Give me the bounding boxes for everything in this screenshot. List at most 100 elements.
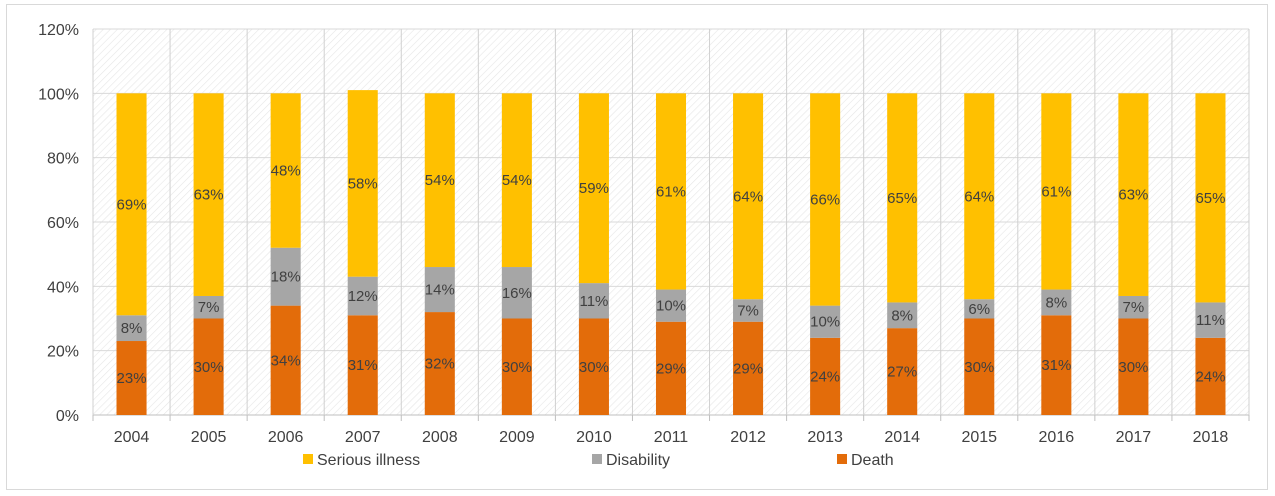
- data-label: 8%: [1045, 294, 1067, 311]
- y-tick-label: 80%: [47, 151, 79, 168]
- data-label: 29%: [656, 360, 686, 377]
- data-label: 24%: [810, 368, 840, 385]
- bar-death: [347, 315, 378, 415]
- legend-swatch: [592, 454, 602, 464]
- y-tick-label: 60%: [47, 215, 79, 232]
- data-label: 64%: [964, 188, 994, 205]
- x-tick-label: 2009: [499, 429, 535, 446]
- x-tick-label: 2012: [730, 429, 766, 446]
- bar-death: [270, 305, 301, 415]
- bar-death: [424, 312, 455, 415]
- data-label: 69%: [117, 196, 147, 213]
- bar-disability: [733, 299, 764, 322]
- bar-death: [964, 318, 995, 415]
- legend-label: Death: [851, 452, 894, 469]
- data-labels: 23% 8% 69% 30% 7% 63% 34% 18% 48% 31% 12% 58% 32% 14%…: [117, 163, 1226, 387]
- legend-swatch: [303, 454, 313, 464]
- data-label: 63%: [1118, 187, 1148, 204]
- data-label: 10%: [656, 298, 686, 315]
- bar-serious-illness: [347, 90, 378, 277]
- bar-death: [733, 321, 764, 415]
- bar-death: [810, 337, 841, 415]
- data-label: 61%: [1041, 183, 1071, 200]
- bar-serious-illness: [1195, 93, 1226, 303]
- bar-death: [1118, 318, 1149, 415]
- bar-death: [501, 318, 532, 415]
- stacked-bar-chart: 0% 20% 40% 60% 80% 100% 120% 23% 8% 69% 30% 7% 63% 3…: [38, 22, 1250, 469]
- data-label: 11%: [1196, 312, 1225, 329]
- bar-serious-illness: [116, 93, 147, 316]
- bar-death: [193, 318, 224, 415]
- data-label: 14%: [425, 282, 455, 299]
- data-label: 18%: [271, 269, 301, 286]
- bar-serious-illness: [887, 93, 918, 303]
- bar-serious-illness: [810, 93, 841, 306]
- bar-disability: [655, 289, 687, 322]
- data-label: 30%: [194, 359, 224, 376]
- bar-death: [887, 328, 918, 415]
- data-label: 11%: [579, 293, 608, 310]
- y-tick-label: 20%: [47, 344, 79, 361]
- bar-death: [116, 341, 147, 415]
- bar-death: [1041, 315, 1072, 415]
- bar-disability: [1195, 302, 1226, 338]
- data-label: 29%: [733, 360, 763, 377]
- bar-disability: [1041, 289, 1072, 316]
- data-label: 64%: [733, 188, 763, 205]
- y-tick-label: 40%: [47, 279, 79, 296]
- bar-serious-illness: [193, 93, 224, 296]
- data-label: 30%: [579, 359, 609, 376]
- y-tick-label: 0%: [56, 408, 79, 425]
- x-tick-label: 2014: [884, 429, 920, 446]
- data-label: 34%: [271, 352, 301, 369]
- x-tick-label: 2008: [422, 429, 458, 446]
- bar-serious-illness: [964, 93, 995, 300]
- x-tick-label: 2010: [576, 429, 612, 446]
- data-label: 63%: [194, 187, 224, 204]
- legend-swatch: [837, 454, 847, 464]
- bar-serious-illness: [655, 93, 687, 290]
- bar-serious-illness: [733, 93, 764, 300]
- data-label: 6%: [968, 301, 990, 318]
- bar-death: [655, 321, 687, 415]
- data-label: 7%: [737, 302, 759, 319]
- x-tick-label: 2018: [1193, 429, 1229, 446]
- data-label: 61%: [656, 183, 686, 200]
- legend-label: Disability: [606, 452, 670, 469]
- x-axis-ticks: 2004 2005 2006 2007 2008 2009 2010 2011 2012 2013…: [114, 429, 1229, 446]
- data-label: 48%: [271, 163, 301, 180]
- data-label: 7%: [198, 299, 220, 316]
- data-label: 59%: [579, 180, 609, 197]
- bar-disability: [1118, 295, 1149, 319]
- y-axis-ticks: 0% 20% 40% 60% 80% 100% 120%: [38, 22, 79, 425]
- bar-serious-illness: [270, 93, 301, 248]
- data-label: 23%: [117, 370, 147, 387]
- bar-serious-illness: [578, 93, 609, 284]
- x-tick-label: 2017: [1116, 429, 1152, 446]
- x-tick-label: 2006: [268, 429, 304, 446]
- bar-death: [578, 318, 609, 415]
- data-label: 24%: [1195, 368, 1225, 385]
- bar-disability: [810, 305, 841, 338]
- bar-disability: [270, 247, 301, 306]
- bar-disability: [578, 283, 609, 319]
- x-tick-label: 2011: [654, 429, 689, 446]
- data-label: 12%: [348, 288, 378, 305]
- y-tick-label: 120%: [38, 22, 79, 39]
- data-label: 65%: [887, 190, 917, 207]
- x-tick-label: 2013: [807, 429, 843, 446]
- data-label: 66%: [810, 191, 840, 208]
- data-label: 31%: [348, 357, 378, 374]
- data-label: 31%: [1041, 357, 1071, 374]
- legend-label: Serious illness: [317, 452, 420, 469]
- data-label: 10%: [810, 314, 840, 331]
- bar-serious-illness: [424, 93, 455, 268]
- legend: Serious illness Disability Death: [303, 452, 894, 469]
- data-label: 54%: [502, 172, 532, 189]
- data-label: 32%: [425, 356, 455, 373]
- bar-death: [1195, 337, 1226, 415]
- data-label: 30%: [964, 359, 994, 376]
- data-label: 30%: [1118, 359, 1148, 376]
- data-label: 54%: [425, 172, 455, 189]
- x-tick-label: 2004: [114, 429, 150, 446]
